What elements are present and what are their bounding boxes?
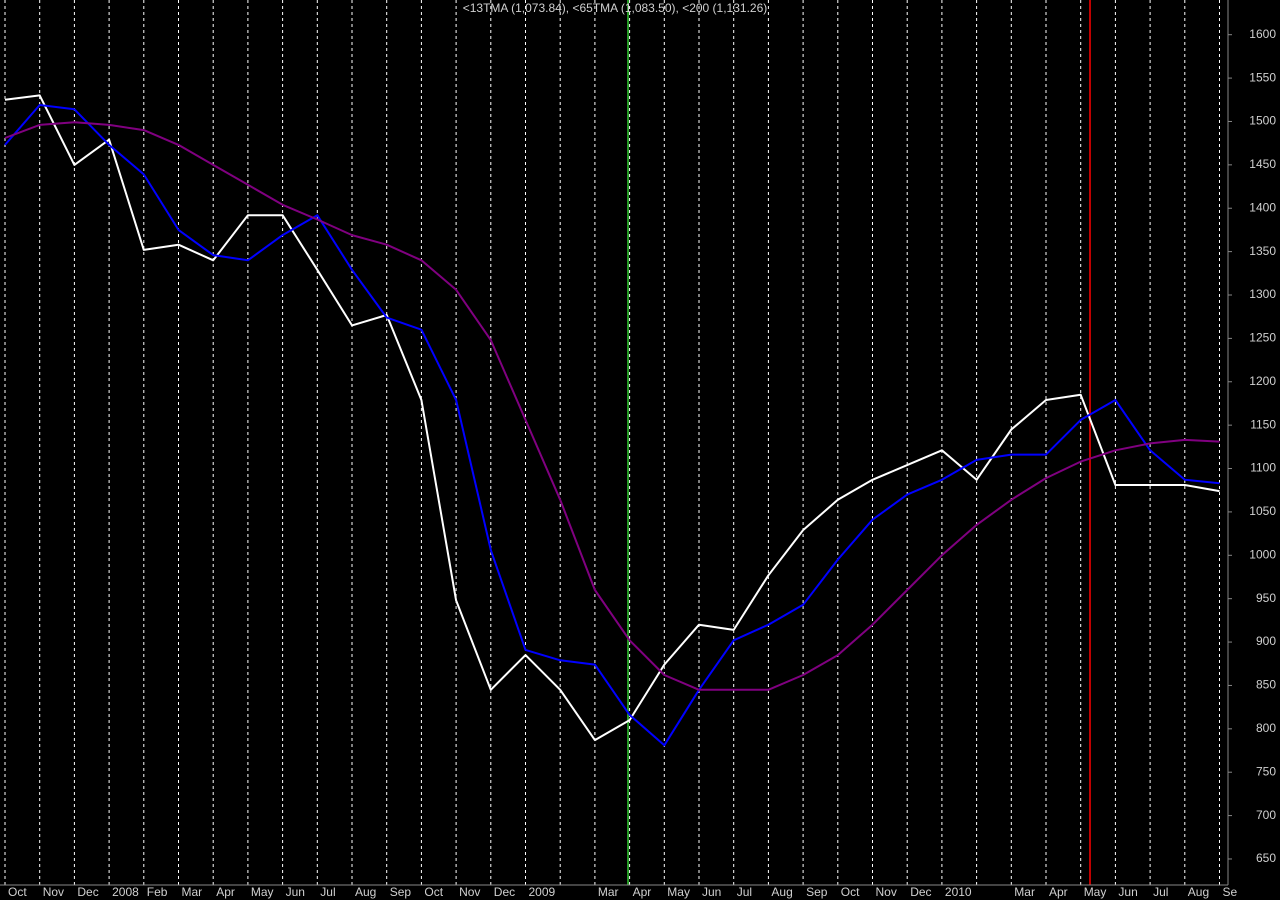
y-tick-label: 1050 xyxy=(1249,504,1276,518)
x-tick-label: Dec xyxy=(494,885,515,899)
x-tick-label: Nov xyxy=(876,885,897,899)
x-tick-label: Aug xyxy=(1188,885,1209,899)
y-tick-label: 1350 xyxy=(1249,244,1276,258)
y-tick-label: 1150 xyxy=(1250,417,1276,431)
y-tick-label: 1550 xyxy=(1249,70,1276,84)
x-tick-label: Apr xyxy=(633,885,652,899)
y-tick-label: 1500 xyxy=(1249,114,1276,128)
x-tick-label: Aug xyxy=(355,885,376,899)
x-tick-label: Oct xyxy=(424,885,443,899)
series-line xyxy=(4,104,1220,747)
y-tick-label: 1200 xyxy=(1249,374,1276,388)
y-tick-label: 1000 xyxy=(1249,547,1276,561)
series-line xyxy=(4,94,1220,742)
x-tick-label: Dec xyxy=(910,885,931,899)
y-tick-label: 1450 xyxy=(1249,157,1276,171)
y-tick-label: 850 xyxy=(1256,678,1276,692)
chart-title: <13TMA (1,073.84), <65TMA (1,083.50), <2… xyxy=(463,1,768,15)
y-tick-label: 750 xyxy=(1256,764,1276,778)
y-tick-label: 1100 xyxy=(1250,461,1276,475)
x-tick-label: Mar xyxy=(598,885,619,899)
y-tick-label: 1300 xyxy=(1249,287,1276,301)
x-tick-label: Jul xyxy=(737,885,752,899)
x-tick-label: Dec xyxy=(77,885,98,899)
x-tick-label: Mar xyxy=(182,885,203,899)
x-tick-label: Aug xyxy=(771,885,792,899)
x-tick-label: May xyxy=(251,885,274,899)
x-tick-label: Feb xyxy=(147,885,168,899)
x-tick-label: Sep xyxy=(390,885,412,899)
x-tick-label: May xyxy=(1084,885,1107,899)
x-tick-label: Oct xyxy=(8,885,27,899)
y-tick-label: 800 xyxy=(1256,721,1276,735)
y-tick-label: 1600 xyxy=(1249,27,1276,41)
y-tick-label: 950 xyxy=(1256,591,1276,605)
y-tick-label: 900 xyxy=(1256,634,1276,648)
series-line xyxy=(4,121,1220,691)
y-tick-label: 650 xyxy=(1256,851,1276,865)
y-tick-label: 1400 xyxy=(1249,200,1276,214)
x-tick-label: Sep xyxy=(806,885,828,899)
x-tick-label: Jul xyxy=(1153,885,1168,899)
x-tick-label: 2010 xyxy=(945,885,972,899)
x-tick-label: Mar xyxy=(1014,885,1035,899)
x-tick-label: Jun xyxy=(702,885,721,899)
y-tick-label: 700 xyxy=(1256,808,1276,822)
x-tick-label: Jun xyxy=(1118,885,1137,899)
x-tick-label: Apr xyxy=(1049,885,1068,899)
x-tick-label: 2008 xyxy=(112,885,139,899)
x-tick-label: 2009 xyxy=(529,885,556,899)
x-tick-label: May xyxy=(667,885,690,899)
x-tick-label: Oct xyxy=(841,885,860,899)
x-tick-label: Jul xyxy=(320,885,335,899)
x-tick-label: Nov xyxy=(43,885,64,899)
x-tick-label: Nov xyxy=(459,885,480,899)
x-tick-label: Apr xyxy=(216,885,235,899)
x-tick-label: Jun xyxy=(286,885,305,899)
y-tick-label: 1250 xyxy=(1249,331,1276,345)
x-tick-label: Se xyxy=(1223,885,1238,899)
